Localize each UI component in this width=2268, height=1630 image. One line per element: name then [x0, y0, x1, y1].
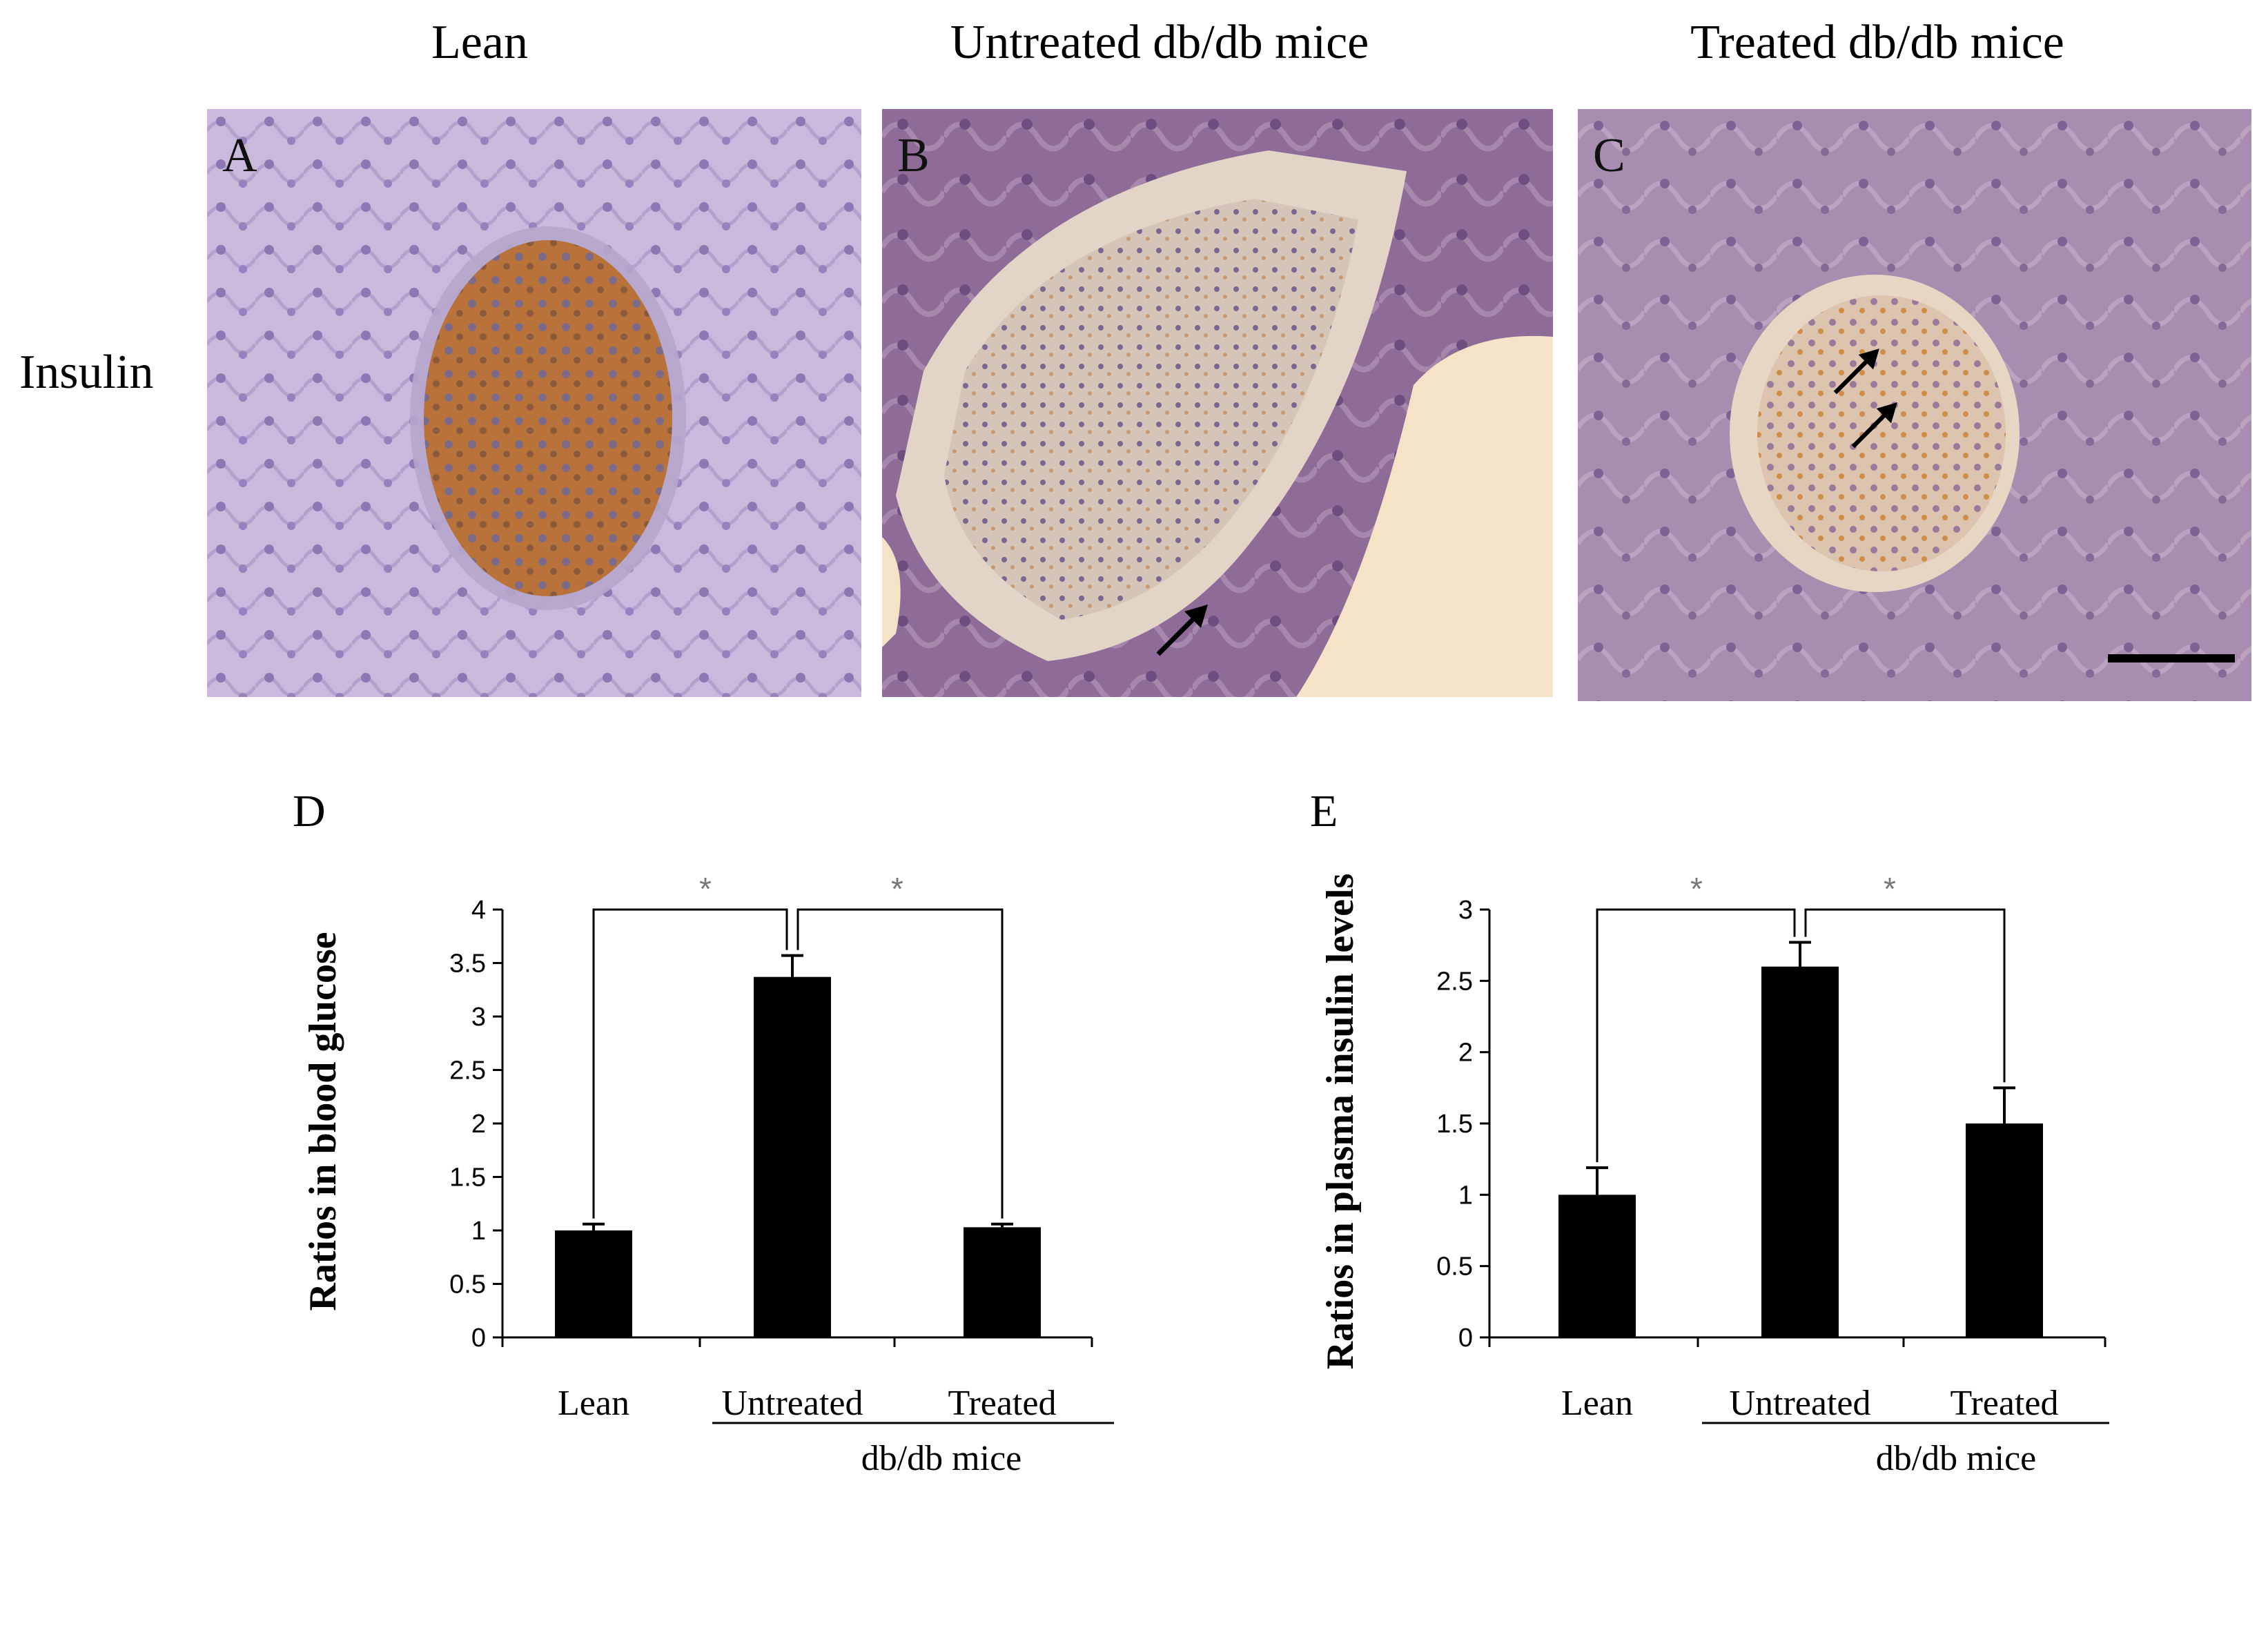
micrograph-letter-b: B — [897, 129, 930, 182]
chart-e-y-tick-label: 3 — [1458, 896, 1473, 925]
chart-e-y-tick-label: 1.5 — [1436, 1110, 1473, 1139]
chart-letter-e: E — [1310, 786, 1338, 836]
chart-e-y-tick-label: 0.5 — [1436, 1253, 1473, 1282]
chart-d-category-label: Treated — [948, 1384, 1057, 1423]
chart-e-category-label: Treated — [1951, 1384, 2059, 1423]
chart-d-y-tick-label: 3.5 — [449, 950, 486, 979]
chart-e-bar — [1558, 1195, 1636, 1337]
chart-d-y-tick-label: 2 — [471, 1110, 486, 1139]
chart-d-significance-star: * — [699, 871, 712, 907]
chart-e-y-tick-label: 1 — [1458, 1181, 1473, 1210]
chart-e-significance-star: * — [1690, 871, 1703, 907]
chart-d-y-tick-label: 4 — [471, 896, 486, 925]
column-title-untreated: Untreated db/db mice — [950, 16, 1369, 69]
micrograph-letter-a: A — [222, 129, 257, 182]
chart-d-y-tick-label: 0 — [471, 1324, 486, 1353]
micrograph-b: B — [882, 109, 1553, 697]
chart-e-y-tick-label: 0 — [1458, 1324, 1473, 1353]
chart-d-category-label: Lean — [558, 1384, 629, 1423]
chart-d-bracket — [796, 908, 1004, 1219]
chart-e-y-tick-label: 2 — [1458, 1039, 1473, 1068]
chart-letter-d: D — [293, 786, 326, 836]
column-title-lean: Lean — [431, 16, 528, 69]
chart-d-y-tick-label: 1.5 — [449, 1163, 486, 1192]
chart-d-bar — [754, 976, 831, 1337]
chart-d-significance-star: * — [891, 871, 903, 907]
column-title-treated: Treated db/db mice — [1690, 16, 2064, 69]
micrograph-letter-c: C — [1593, 129, 1625, 182]
chart-e-bracket — [1596, 908, 1796, 1163]
micrograph-c: C — [1578, 109, 2251, 701]
chart-e-y-label: Ratios in plasma insulin levels — [1319, 874, 1362, 1370]
chart-d-y-tick-label: 1 — [471, 1217, 486, 1246]
micrograph-a: A — [207, 109, 861, 697]
chart-e-bracket — [1804, 908, 2006, 1083]
chart-d-bar — [964, 1227, 1041, 1337]
chart-e-category-label: Untreated — [1729, 1384, 1870, 1423]
chart-d-y-label: Ratios in blood glucose — [302, 932, 344, 1310]
arrow-icon — [1833, 348, 1879, 395]
scale-bar — [2108, 654, 2235, 662]
chart-d-y-tick-label: 2.5 — [449, 1057, 486, 1086]
chart-d-bracket — [592, 908, 788, 1219]
arrow-icon — [1851, 402, 1897, 449]
chart-e-y-tick-label: 2.5 — [1436, 967, 1473, 996]
chart-d-y-tick-label: 0.5 — [449, 1270, 486, 1299]
chart-e-significance-star: * — [1884, 871, 1896, 907]
chart-d-group-label: db/db mice — [861, 1439, 1022, 1478]
chart-e-group-label: db/db mice — [1876, 1439, 2037, 1478]
arrow-icon — [1156, 605, 1208, 656]
chart-d-y-tick-label: 3 — [471, 1003, 486, 1032]
chart-e-bar — [1761, 966, 1839, 1337]
row-label-insulin: Insulin — [19, 346, 154, 399]
chart-d-category-label: Untreated — [721, 1384, 863, 1423]
chart-d-bar — [555, 1230, 632, 1337]
chart-e-bar — [1966, 1123, 2043, 1337]
chart-e-category-label: Lean — [1561, 1384, 1633, 1423]
